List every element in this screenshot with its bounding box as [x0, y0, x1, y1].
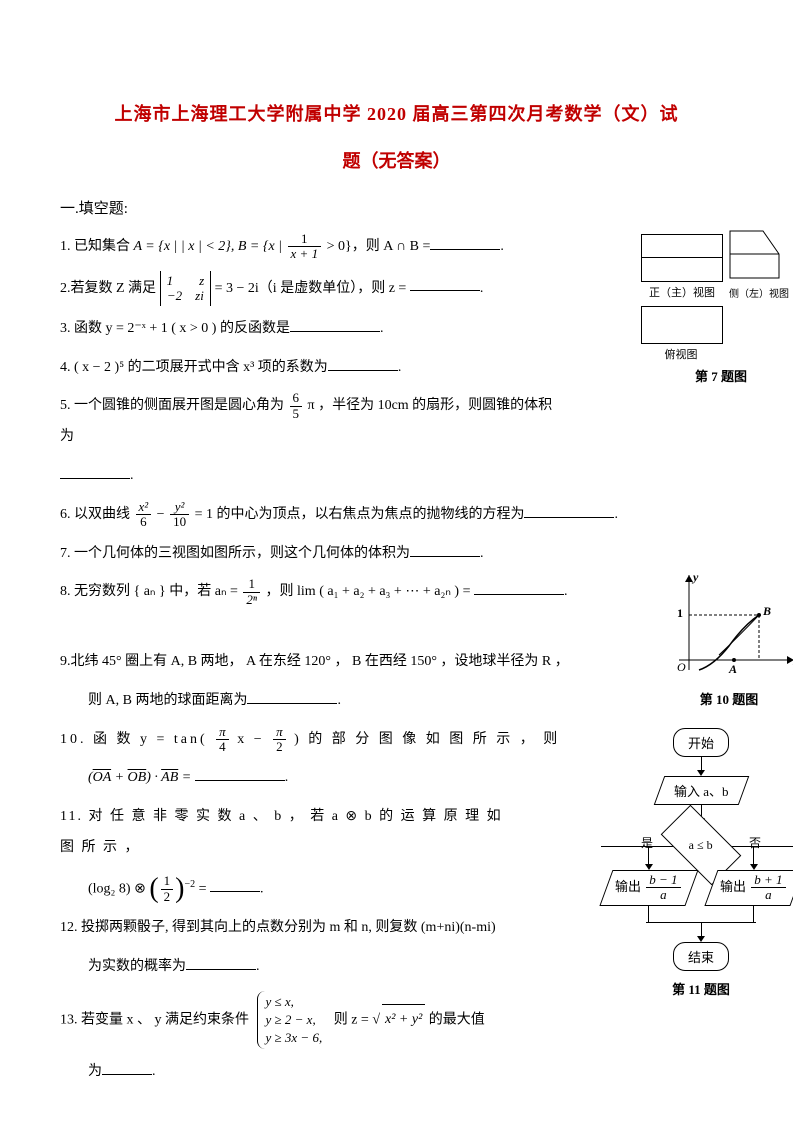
q6-end: = 1 的中心为顶点，以右焦点为焦点的抛物线的方程为 — [195, 507, 525, 522]
question-9-l2: 则 A, B 两地的球面距离为. — [88, 686, 733, 717]
q11b-pre: (log₂ 8) ⊗ — [88, 881, 149, 896]
q6-f1n: x² — [136, 500, 152, 515]
page: 上海市上海理工大学附属中学 2020 届高三第四次月考数学（文）试 题（无答案）… — [0, 0, 793, 1122]
q2-det-r2: −2 zi — [167, 288, 205, 304]
fig10-B: B — [763, 604, 771, 619]
question-3: 3. 函数 y = 2⁻ˣ + 1 ( x > 0 ) 的反函数是. — [60, 314, 733, 345]
q13-sqrt: x² + y² — [382, 1004, 425, 1036]
q13b-text: 为 — [88, 1064, 102, 1079]
section-header: 一.填空题: — [60, 197, 733, 218]
q5-num: 6 — [290, 391, 303, 406]
q7-text: 7. 一个几何体的三视图如图所示，则这个几何体的体积为 — [60, 546, 410, 561]
q9-l2-text: 则 A, B 两地的球面距离为 — [88, 693, 247, 708]
q1-end: > 0}，则 A ∩ B = — [327, 239, 431, 254]
q5-blank — [60, 464, 130, 479]
title-line-2: 题（无答案） — [60, 147, 733, 173]
q10-dash: x − — [237, 732, 271, 747]
q11b-end: = — [199, 881, 210, 896]
q2-blank — [410, 276, 480, 291]
q11b-num: 1 — [161, 874, 174, 889]
q6-blank — [524, 503, 614, 518]
q10-f1d: 4 — [216, 740, 229, 754]
q1-frac-den: x + 1 — [288, 247, 322, 261]
question-6: 6. 以双曲线 x²6 − y²10 = 1 的中心为顶点，以右焦点为焦点的抛物… — [60, 500, 733, 531]
question-1: 1. 已知集合 A = {x | | x | < 2}, B = {x | 1x… — [60, 232, 733, 263]
q4-blank — [328, 356, 398, 371]
q6-dash: − — [157, 507, 168, 522]
q1-blank — [430, 235, 500, 250]
question-13b: 为. — [88, 1057, 733, 1088]
q6-pre: 6. 以双曲线 — [60, 507, 134, 522]
q8-mid: ，则 lim ( a₁ + a₂ + a₃ + ⋯ + a₂ₙ ) = — [266, 584, 474, 599]
q10-f1n: π — [216, 725, 229, 740]
question-11-l1: 11. 对 任 意 非 零 实 数 a 、 b ， 若 a ⊗ b 的 运 算 … — [60, 802, 733, 864]
q2-pre: 2.若复数 Z 满足 — [60, 280, 160, 295]
question-4: 4. ( x − 2 )⁵ 的二项展开式中含 x³ 项的系数为. — [60, 353, 733, 384]
q2-mid: = 3 − 2i（i 是虚数单位），则 z = — [215, 280, 410, 295]
question-11-l2: (log₂ 8) ⊗ (12)−2 = . — [88, 874, 733, 905]
question-7: 7. 一个几何体的三视图如图所示，则这个几何体的体积为. — [60, 539, 733, 570]
q5-den: 5 — [290, 407, 303, 421]
question-5: 5. 一个圆锥的侧面展开图是圆心角为 65 π ，半径为 10cm 的扇形，则圆… — [60, 391, 733, 453]
q10-blank — [195, 766, 285, 781]
q8-pre: 8. 无穷数列 { aₙ } 中，若 aₙ = — [60, 584, 241, 599]
q8-num: 1 — [243, 577, 260, 592]
q2-det-r1: 1 z — [167, 273, 205, 289]
q11b-den: 2 — [161, 890, 174, 904]
q6-f2n: y² — [170, 500, 189, 515]
question-12-l2: 为实数的概率为. — [88, 952, 733, 983]
q1-frac-num: 1 — [288, 232, 322, 247]
fig7-side-label: 侧（左）视图 — [729, 285, 789, 300]
q13-r2: y ≥ 2 − x, — [266, 1011, 323, 1029]
q1-pre: 1. 已知集合 — [60, 239, 134, 254]
fig7-side-svg — [729, 230, 781, 280]
question-9-l1: 9.北纬 45° 圈上有 A, B 两地， A 在东经 120° ， B 在西经… — [60, 647, 733, 678]
q10-pre: 10. 函 数 y = tan( — [60, 732, 208, 747]
title-line-1: 上海市上海理工大学附属中学 2020 届高三第四次月考数学（文）试 — [60, 100, 733, 129]
q13-blank — [102, 1060, 152, 1075]
fc-input: 输入 a、b — [653, 776, 748, 805]
fc-start: 开始 — [673, 728, 729, 757]
q13-end: 的最大值 — [429, 1012, 485, 1027]
q13-r1: y ≤ x, — [266, 993, 323, 1011]
q11-blank — [210, 877, 260, 892]
q8-den: 2ⁿ — [243, 593, 260, 607]
q10-end: ) 的 部 分 图 像 如 图 所 示 ， 则 — [294, 732, 560, 747]
q12-blank — [186, 955, 256, 970]
q10-f2d: 2 — [273, 740, 286, 754]
q8-blank — [474, 580, 564, 595]
q6-f1d: 6 — [136, 515, 152, 529]
question-8: 8. 无穷数列 { aₙ } 中，若 aₙ = 12ⁿ ，则 lim ( a₁ … — [60, 577, 733, 639]
q5-blank-line: . — [60, 461, 733, 492]
q3-text: 3. 函数 y = 2⁻ˣ + 1 ( x > 0 ) 的反函数是 — [60, 321, 290, 336]
question-13: 13. 若变量 x 、 y 满足约束条件 y ≤ x, y ≥ 2 − x, y… — [60, 991, 733, 1050]
q12-l2-text: 为实数的概率为 — [88, 959, 186, 974]
q3-blank — [290, 317, 380, 332]
q11b-sup: −2 — [184, 879, 195, 890]
q9-blank — [247, 689, 337, 704]
q7-blank — [410, 542, 480, 557]
q4-text: 4. ( x − 2 )⁵ 的二项展开式中含 x³ 项的系数为 — [60, 360, 328, 375]
fc-no-label: 否 — [749, 834, 761, 851]
q13-mid: 则 z = — [334, 1012, 373, 1027]
q5-pre: 5. 一个圆锥的侧面展开图是圆心角为 — [60, 398, 288, 413]
question-2: 2.若复数 Z 满足 1 z−2 zi = 3 − 2i（i 是虚数单位），则 … — [60, 271, 733, 306]
question-12-l1: 12. 投掷两颗骰子, 得到其向上的点数分别为 m 和 n, 则复数 (m+ni… — [60, 913, 733, 944]
q6-f2d: 10 — [170, 515, 189, 529]
q1-set: A = {x | | x | < 2}, B = {x | — [134, 239, 286, 254]
q13-r3: y ≥ 3x − 6, — [266, 1029, 323, 1047]
q10-f2n: π — [273, 725, 286, 740]
q13-pre: 13. 若变量 x 、 y 满足约束条件 — [60, 1012, 253, 1027]
